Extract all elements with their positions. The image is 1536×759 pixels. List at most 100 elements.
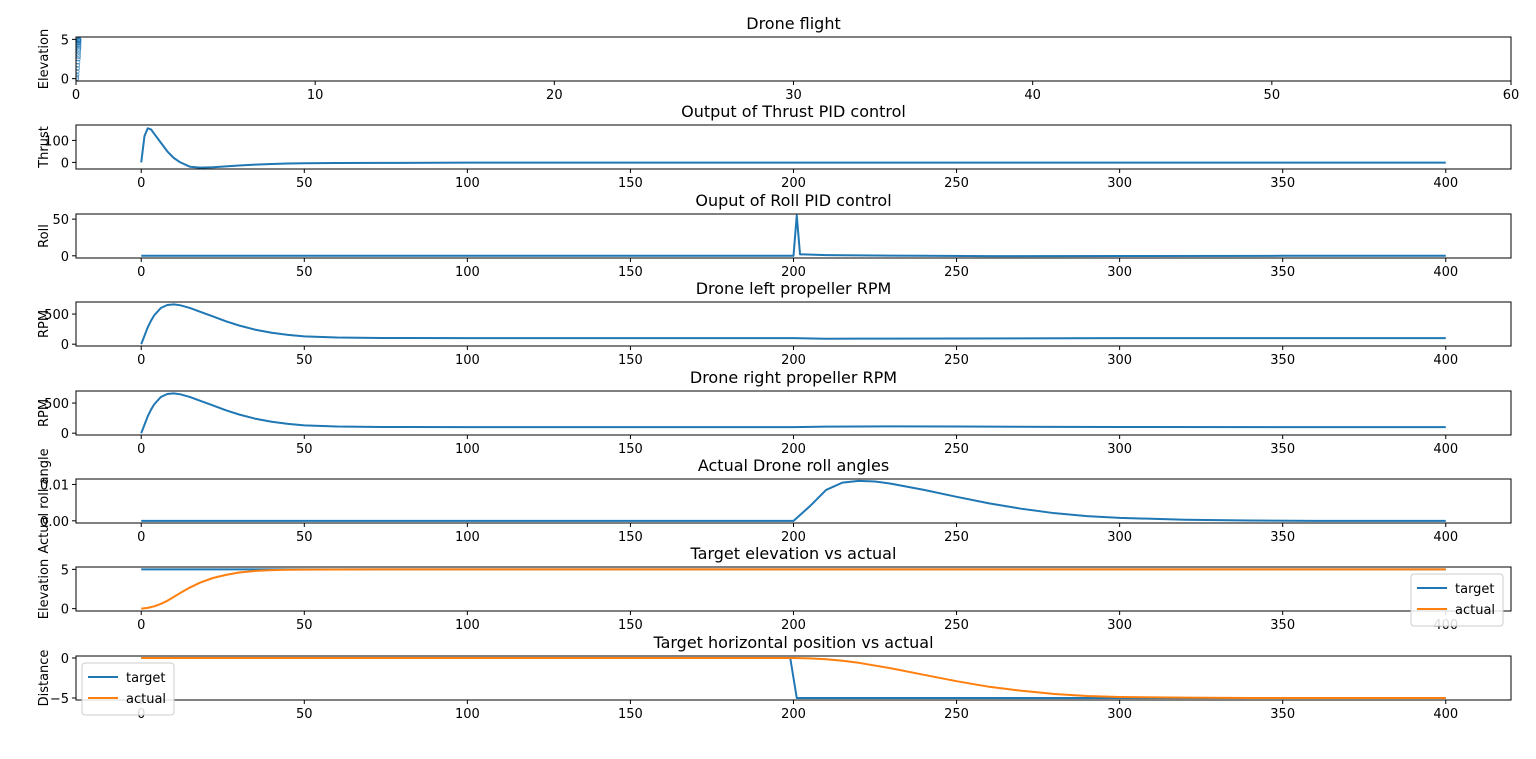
x-tick-label: 0: [137, 618, 145, 633]
x-tick-label: 0: [137, 265, 145, 280]
y-axis-label: Elevation: [37, 29, 52, 89]
x-tick-label: 150: [618, 353, 643, 368]
x-tick-label: 50: [296, 176, 313, 191]
x-tick-label: 400: [1433, 265, 1458, 280]
series-line: [140, 303, 1446, 345]
subplot-title: Drone left propeller RPM: [696, 279, 892, 298]
data-point: [76, 72, 80, 78]
legend-label: target: [126, 671, 166, 686]
x-tick-label: 300: [1107, 353, 1132, 368]
x-tick-label: 200: [781, 707, 806, 722]
axes-frame: [75, 566, 1512, 612]
x-tick-label: 400: [1433, 530, 1458, 545]
x-tick-label: 250: [944, 530, 969, 545]
y-axis-label: Elevation: [37, 559, 52, 619]
axes-frame: [75, 301, 1512, 347]
series-line: [140, 392, 1446, 434]
y-tick-label: 0.01: [40, 478, 69, 493]
y-axis-label: RPM: [37, 399, 52, 427]
y-axis-label: Thrust: [37, 126, 52, 169]
data-point: [76, 45, 82, 51]
subplot-title: Ouput of Roll PID control: [695, 191, 891, 210]
x-tick-label: 250: [944, 353, 969, 368]
x-tick-label: 50: [296, 442, 313, 457]
y-tick-label: −5: [50, 692, 69, 707]
x-tick-label: 350: [1270, 707, 1295, 722]
subplot-5: Actual Drone roll angles Actual roll angl…: [37, 448, 1512, 554]
subplot-title: Output of Thrust PID control: [681, 102, 906, 121]
y-tick-label: 100: [44, 134, 69, 149]
data-point: [76, 62, 81, 68]
subplot-7: Target horizontal position vs actual Dist…: [37, 633, 1512, 722]
x-tick-label: 150: [618, 530, 643, 545]
x-tick-label: 150: [618, 265, 643, 280]
x-tick-label: 400: [1433, 176, 1458, 191]
y-tick-label: 0: [61, 338, 69, 353]
x-tick-label: 250: [944, 707, 969, 722]
y-tick-label: 0: [61, 156, 69, 171]
x-tick-label: 300: [1107, 176, 1132, 191]
legend: target actual: [81, 662, 175, 716]
x-tick-label: 300: [1107, 442, 1132, 457]
axes-frame: [75, 36, 1512, 82]
x-tick-label: 0: [137, 353, 145, 368]
data-point: [76, 66, 80, 71]
axes-frame: [75, 124, 1512, 170]
subplot-title: Actual Drone roll angles: [698, 456, 889, 475]
x-tick-label: 150: [618, 707, 643, 722]
x-tick-label: 150: [618, 176, 643, 191]
x-tick-label: 60: [1503, 88, 1520, 103]
x-tick-label: 100: [455, 353, 480, 368]
x-tick-label: 30: [785, 88, 802, 103]
subplot-title: Drone right propeller RPM: [690, 368, 897, 387]
y-tick-label: 500: [44, 308, 69, 323]
x-tick-label: 100: [455, 707, 480, 722]
series-line-actual: [141, 568, 1446, 610]
x-tick-label: 350: [1270, 353, 1295, 368]
axes-frame: [75, 390, 1512, 436]
x-tick-label: 350: [1270, 265, 1295, 280]
axes-frame: [75, 655, 1512, 701]
x-tick-label: 250: [944, 265, 969, 280]
subplot-title: Target elevation vs actual: [690, 544, 897, 563]
y-tick-label: 5: [61, 33, 69, 48]
y-tick-label: 0: [61, 427, 69, 442]
x-tick-label: 0: [137, 442, 145, 457]
series-line: [141, 214, 1446, 258]
y-tick-label: 50: [52, 213, 69, 228]
x-tick-label: 40: [1024, 88, 1041, 103]
x-tick-label: 10: [307, 88, 324, 103]
legend: target actual: [1410, 573, 1504, 627]
x-tick-label: 300: [1107, 265, 1132, 280]
series-line: [141, 479, 1446, 522]
x-tick-label: 50: [1264, 88, 1281, 103]
y-axis-label: Actual roll angle: [37, 448, 52, 553]
series-line-target: [141, 657, 1446, 699]
x-tick-label: 0: [72, 88, 80, 103]
y-axis-label: RPM: [37, 310, 52, 338]
x-tick-label: 250: [944, 618, 969, 633]
x-tick-label: 350: [1270, 176, 1295, 191]
subplot-0: Drone flight Elevation 0 10 20 30 40 50 60 0 5: [37, 14, 1519, 103]
x-tick-label: 200: [781, 530, 806, 545]
y-tick-label: 0: [61, 250, 69, 265]
subplot-3: Drone left propeller RPM RPM 0 50 100 150 200 2…: [37, 279, 1512, 368]
subplot-title: Drone flight: [746, 14, 841, 33]
y-tick-label: 500: [44, 397, 69, 412]
x-tick-label: 100: [455, 618, 480, 633]
x-tick-label: 350: [1270, 442, 1295, 457]
subplot-title: Target horizontal position vs actual: [652, 633, 933, 652]
x-tick-label: 100: [455, 442, 480, 457]
legend-label: target: [1455, 582, 1495, 597]
x-tick-label: 400: [1433, 353, 1458, 368]
data-point: [76, 69, 80, 74]
x-tick-label: 0: [137, 176, 145, 191]
y-tick-label: 0.00: [40, 515, 69, 530]
x-tick-label: 350: [1270, 530, 1295, 545]
subplot-2: Ouput of Roll PID control Roll 0 50 100 150 20…: [37, 191, 1512, 280]
x-tick-label: 200: [781, 442, 806, 457]
x-tick-label: 50: [296, 353, 313, 368]
subplot-1: Output of Thrust PID control Thrust 0 50 100…: [37, 102, 1512, 191]
